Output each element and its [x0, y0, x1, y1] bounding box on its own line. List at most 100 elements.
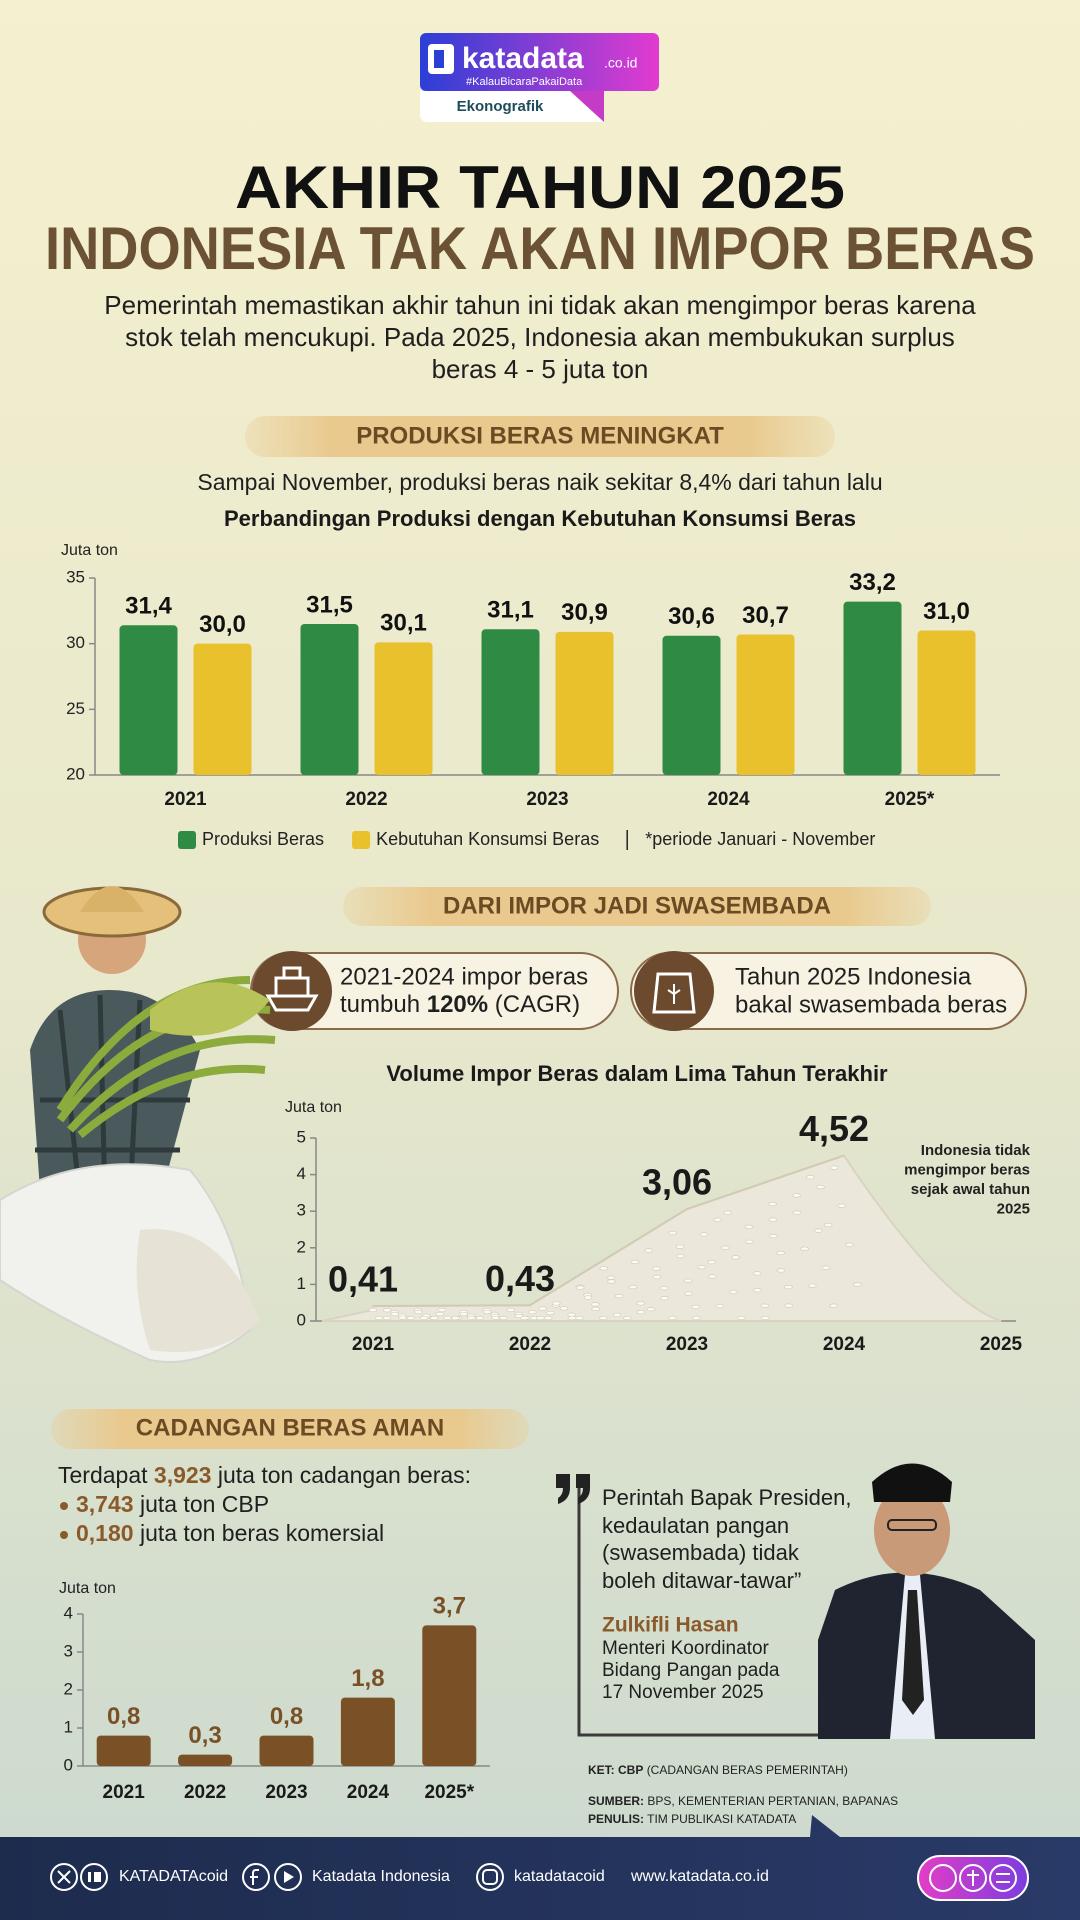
- rice-grain: [419, 1315, 429, 1321]
- rice-grain: [792, 1210, 802, 1215]
- footer-link[interactable]: KATADATAcoid: [119, 1868, 228, 1885]
- value-label: 30,6: [668, 603, 715, 630]
- value-label: 30,7: [742, 602, 789, 629]
- y-tick-label: 4: [297, 1164, 306, 1183]
- rice-grain: [808, 1283, 817, 1288]
- legend-label: Produksi Beras: [202, 829, 324, 849]
- rice-grain: [429, 1315, 439, 1321]
- farmer-illustration: [0, 886, 276, 1363]
- section-heading: DARI IMPOR JADI SWASEMBADA: [443, 892, 831, 919]
- badge-text: (CAGR): [495, 991, 580, 1018]
- rice-grain: [713, 1217, 723, 1222]
- rice-grain: [659, 1286, 669, 1291]
- rice-grain: [538, 1306, 547, 1311]
- logo: katadata .co.id #KalauBicaraPakaiData Ek…: [420, 33, 659, 122]
- rice-grain: [575, 1285, 585, 1290]
- footer-link[interactable]: www.katadata.co.id: [630, 1868, 769, 1885]
- reserve-amount: 3,743: [76, 1491, 134, 1517]
- badge-text: 2021-2024 impor beras: [340, 963, 588, 990]
- rice-grain: [776, 1268, 786, 1273]
- x-tick-label: 2022: [509, 1334, 551, 1355]
- bullet: [60, 1502, 68, 1510]
- rice-grain: [760, 1315, 770, 1321]
- x-tick-label: 2023: [666, 1334, 708, 1355]
- value-label: 30,9: [561, 599, 608, 626]
- intro-line: Pemerintah memastikan akhir tahun ini ti…: [104, 290, 976, 320]
- rice-grain: [599, 1266, 609, 1271]
- rice-grain: [545, 1310, 555, 1316]
- rice-grain: [536, 1315, 545, 1321]
- axis-label: Juta ton: [59, 1580, 116, 1597]
- badge: 2021-2024 impor beras tumbuh 120% (CAGR): [250, 951, 619, 1031]
- annotation: sejak awal tahun: [911, 1181, 1030, 1198]
- rice-grain: [406, 1315, 415, 1321]
- note-label: KET: CBP: [588, 1763, 643, 1777]
- rice-grain: [683, 1278, 693, 1283]
- badge-text: tumbuh 120% (CAGR): [340, 991, 580, 1018]
- brand-label: Ekonografik: [457, 98, 544, 115]
- reserve-amount: 0,180: [76, 1520, 134, 1546]
- x-tick-label: 2022: [345, 789, 387, 810]
- x-tick-label: 2021: [352, 1334, 395, 1355]
- reserve-text: juta ton beras komersial: [139, 1520, 384, 1546]
- legend-swatch: [178, 831, 196, 849]
- badge-text: bakal swasembada beras: [735, 991, 1007, 1018]
- rice-grain: [821, 1265, 831, 1270]
- rice-grain: [636, 1309, 646, 1315]
- rice-grain: [437, 1307, 447, 1313]
- rice-grain: [668, 1230, 678, 1236]
- y-tick-label: 2: [297, 1237, 306, 1256]
- quote-role: Bidang Pangan pada: [602, 1660, 780, 1681]
- rice-grain: [814, 1228, 823, 1233]
- rice-grain: [606, 1275, 616, 1280]
- footer-link[interactable]: katadatacoid: [514, 1868, 605, 1885]
- reserve-text: juta ton CBP: [139, 1491, 269, 1517]
- rice-grain: [398, 1315, 407, 1320]
- value-label: 0,8: [107, 1703, 140, 1730]
- note: PENULIS: TIM PUBLIKASI KATADATA: [588, 1812, 796, 1826]
- footer-link[interactable]: Katadata Indonesia: [312, 1868, 450, 1885]
- rice-grain: [769, 1233, 778, 1239]
- y-tick-label: 3: [297, 1201, 306, 1220]
- y-tick-label: 1: [64, 1717, 73, 1736]
- rice-grain: [768, 1217, 778, 1222]
- brand-name: katadata: [462, 42, 584, 75]
- rice-grain: [668, 1315, 677, 1321]
- bullet: [60, 1531, 68, 1539]
- note-text: BPS, KEMENTERIAN PERTANIAN, BAPANAS: [647, 1794, 898, 1808]
- badge: Tahun 2025 Indonesia bakal swasembada be…: [630, 951, 1027, 1031]
- rice-grain: [559, 1306, 569, 1311]
- bar: [178, 1754, 233, 1766]
- rice-grain: [612, 1312, 622, 1317]
- x-tick-label: 2024: [347, 1782, 390, 1803]
- reserve-amount: 3,923: [154, 1462, 212, 1488]
- reserve-item: 3,743 juta ton CBP: [76, 1491, 269, 1517]
- rice-grain: [829, 1303, 839, 1308]
- bar: [555, 631, 614, 775]
- y-tick-label: 0: [297, 1310, 306, 1329]
- quote-name: Zulkifli Hasan: [602, 1614, 739, 1637]
- y-tick-label: 4: [64, 1603, 73, 1622]
- value-label: 3,7: [433, 1593, 466, 1620]
- rice-grain: [374, 1315, 384, 1321]
- y-tick-label: 25: [66, 699, 85, 718]
- badge-highlight: 120%: [427, 991, 488, 1018]
- rice-grain: [697, 1265, 707, 1270]
- note-text: TIM PUBLIKASI KATADATA: [647, 1812, 796, 1826]
- rice-grain: [800, 1246, 809, 1251]
- section-pill: [343, 887, 931, 926]
- charts: Perbandingan Produksi dengan Kebutuhan K…: [59, 506, 1031, 1803]
- rice-grain: [614, 1293, 624, 1299]
- rice-grain: [520, 1315, 529, 1321]
- bar: [481, 629, 540, 775]
- annotation: mengimpor beras: [904, 1161, 1030, 1178]
- rice-grain: [676, 1254, 685, 1259]
- y-tick-label: 30: [66, 633, 85, 652]
- reserve-text: juta ton cadangan beras:: [217, 1462, 471, 1488]
- value-label: 0,41: [328, 1259, 398, 1300]
- note: SUMBER: BPS, KEMENTERIAN PERTANIAN, BAPA…: [588, 1794, 898, 1808]
- rice-grain: [591, 1306, 600, 1311]
- rice-grain: [599, 1315, 608, 1321]
- axis-label: Juta ton: [285, 1099, 342, 1116]
